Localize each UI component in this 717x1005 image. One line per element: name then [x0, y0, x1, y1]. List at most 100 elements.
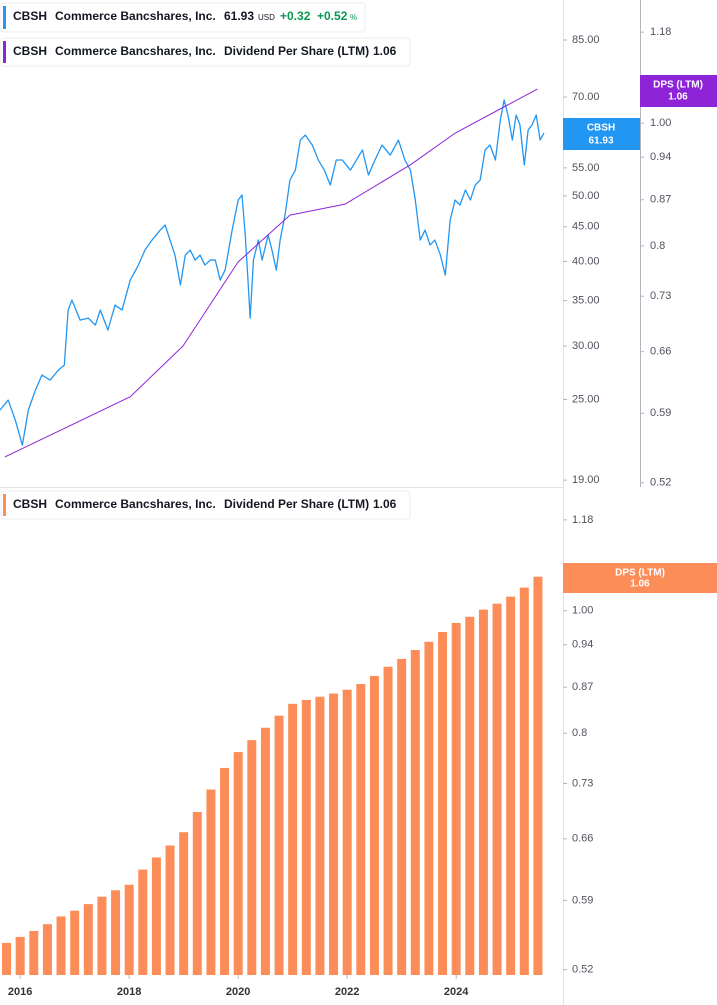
y-tick-label: 70.00: [572, 91, 600, 103]
x-tick-label: 2020: [226, 986, 250, 998]
bar: [438, 631, 448, 975]
tags: CBSH 61.93 DPS (LTM) 1.06 DPS (LTM) 1.06: [563, 75, 717, 593]
bar: [288, 703, 298, 975]
legend-change: +0.32: [280, 9, 311, 23]
bar: [519, 587, 529, 975]
legend: CBSH Commerce Bancshares, Inc. 61.93 USD…: [0, 2, 411, 67]
dps-tag-value: 1.06: [630, 579, 650, 590]
dps-tag: [640, 75, 717, 107]
series-line: [4, 88, 538, 458]
bar: [179, 832, 189, 975]
legend-series: Dividend Per Share (LTM): [224, 44, 369, 58]
y-tick-label: 1.00: [650, 117, 671, 129]
dps-tag-title: DPS (LTM): [615, 568, 665, 579]
bar: [465, 616, 475, 975]
legend-ticker: CBSH: [13, 44, 47, 58]
y-tick-label: 85.00: [572, 34, 600, 46]
y-tick-label: 0.66: [650, 346, 671, 358]
series-line: [0, 99, 545, 446]
y-tick-label: 25.00: [572, 393, 600, 405]
bar: [70, 910, 80, 975]
bar: [506, 596, 516, 975]
bar: [329, 693, 339, 975]
y-tick-label: 19.00: [572, 474, 600, 486]
bar: [410, 649, 420, 975]
y-tick-label: 1.18: [572, 514, 593, 526]
bar: [369, 675, 379, 975]
bar: [274, 715, 284, 975]
bar: [315, 696, 325, 975]
bar: [111, 890, 121, 975]
legend-value: 1.06: [373, 44, 397, 58]
legend-swatch: [3, 6, 6, 29]
price-tag-value: 61.93: [588, 136, 613, 147]
marks: 19.00 25.00 30.00 35.00 40.00 45.00 50.00 55.00…: [0, 26, 671, 998]
y-tick-label: 55.00: [572, 162, 600, 174]
bar: [83, 904, 93, 975]
y-tick-label: 1.00: [572, 605, 593, 617]
bar: [2, 942, 12, 975]
legend-name: Commerce Bancshares, Inc.: [55, 9, 216, 23]
bar: [383, 666, 393, 975]
dps-tag-value: 1.06: [668, 92, 688, 103]
legend-value: 1.06: [373, 497, 397, 511]
x-tick-label: 2024: [444, 986, 469, 998]
legend-ticker: CBSH: [13, 497, 47, 511]
x-tick-label: 2022: [335, 986, 359, 998]
legend-name: Commerce Bancshares, Inc.: [55, 497, 216, 511]
bar: [220, 767, 230, 975]
legend-ticker: CBSH: [13, 9, 47, 23]
y-tick-label: 30.00: [572, 340, 600, 352]
y-tick-label: 0.52: [572, 964, 593, 976]
bar: [56, 916, 66, 975]
legend-box: [0, 490, 411, 520]
bar: [206, 789, 216, 975]
bar: [342, 689, 352, 975]
bar: [29, 930, 39, 975]
bar: [15, 936, 25, 975]
bar: [151, 857, 161, 975]
bar: [301, 699, 311, 975]
legend-swatch: [3, 41, 6, 63]
legend-currency: USD: [258, 13, 275, 22]
x-tick-label: 2016: [8, 986, 32, 998]
bar: [533, 576, 543, 975]
y-tick-label: 0.87: [650, 194, 671, 206]
bar: [478, 609, 488, 975]
price-tag-ticker: CBSH: [587, 123, 615, 134]
y-tick-label: 0.8: [572, 727, 587, 739]
y-tick-label: 0.94: [572, 639, 593, 651]
legend-pct-sign: %: [350, 13, 357, 22]
legend-series: Dividend Per Share (LTM): [224, 497, 369, 511]
y-tick-label: 0.94: [650, 151, 671, 163]
y-tick-label: 0.73: [572, 777, 593, 789]
legend-change-pct: +0.52: [317, 9, 348, 23]
legend: CBSH Commerce Bancshares, Inc. Dividend …: [0, 490, 411, 520]
legend-box: [0, 37, 411, 67]
bar: [42, 924, 52, 975]
bar: [260, 727, 270, 975]
bar: [247, 740, 257, 975]
y-tick-label: 0.73: [650, 290, 671, 302]
bar: [138, 869, 148, 975]
bar: [424, 641, 434, 975]
x-tick-label: 2018: [117, 986, 141, 998]
y-tick-label: 35.00: [572, 295, 600, 307]
y-tick-label: 0.52: [650, 477, 671, 489]
y-tick-label: 0.66: [572, 833, 593, 845]
y-tick-label: 45.00: [572, 221, 600, 233]
legend-swatch: [3, 494, 6, 516]
y-tick-label: 0.8: [650, 240, 665, 252]
bar: [124, 884, 134, 975]
y-tick-label: 50.00: [572, 190, 600, 202]
y-tick-label: 1.18: [650, 26, 671, 38]
bar: [233, 752, 243, 975]
bar: [192, 812, 202, 975]
y-tick-label: 0.87: [572, 681, 593, 693]
bar: [397, 658, 407, 975]
legend-price: 61.93: [224, 9, 254, 23]
dps-tag-title: DPS (LTM): [653, 80, 703, 91]
y-tick-label: 0.59: [572, 894, 593, 906]
bar: [451, 622, 461, 975]
